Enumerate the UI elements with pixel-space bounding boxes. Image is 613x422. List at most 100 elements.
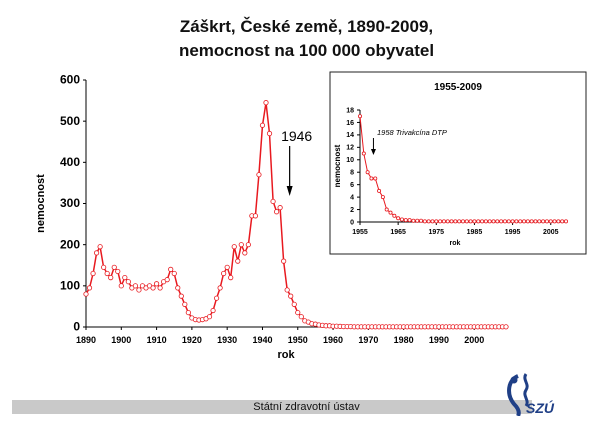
main-x-tick-label: 1960 xyxy=(323,335,343,345)
inset-data-point xyxy=(392,213,397,218)
inset-title: 1955-2009 xyxy=(434,82,482,93)
inset-frame xyxy=(329,71,587,255)
main-data-point xyxy=(182,301,188,307)
inset-data-point xyxy=(396,216,401,221)
inset-data-point xyxy=(407,218,412,223)
inset-data-point xyxy=(449,219,454,224)
main-data-point xyxy=(284,287,290,293)
inset-annotation-text: 1958 Trivakcína DTP xyxy=(377,128,447,137)
main-data-point xyxy=(108,274,114,281)
inset-data-point xyxy=(411,218,416,223)
main-data-point xyxy=(86,285,93,291)
inset-data-point xyxy=(453,219,458,224)
main-x-tick-label: 1940 xyxy=(252,335,272,345)
main-data-point xyxy=(235,258,241,264)
inset-data-point xyxy=(430,219,435,224)
inset-data-point xyxy=(510,219,515,224)
main-data-point xyxy=(217,285,223,291)
main-data-point xyxy=(221,270,227,277)
main-data-point xyxy=(185,309,191,316)
main-data-point xyxy=(266,130,273,137)
main-data-point xyxy=(256,172,262,178)
inset-y-tick-label: 16 xyxy=(346,120,354,127)
main-data-point xyxy=(238,242,244,248)
main-y-tick-label: 100 xyxy=(60,279,80,293)
main-y-tick-label: 300 xyxy=(60,196,80,210)
main-data-point xyxy=(213,295,220,301)
main-annotation-1946: 1946 xyxy=(281,128,312,144)
inset-data-point xyxy=(373,176,378,181)
main-data-point xyxy=(259,122,266,128)
inset-data-point xyxy=(445,219,450,224)
inset-data-point xyxy=(499,219,504,224)
main-data-point xyxy=(171,270,177,277)
main-data-point xyxy=(245,242,251,248)
inset-data-point xyxy=(502,219,507,224)
main-x-tick-label: 1900 xyxy=(111,335,131,345)
main-data-point xyxy=(242,250,248,256)
main-data-point xyxy=(503,324,509,330)
main-data-point xyxy=(270,198,276,205)
inset-data-point xyxy=(399,217,404,222)
inset-x-tick-label: 2005 xyxy=(543,229,559,236)
inset-data-point xyxy=(552,219,557,224)
inset-y-tick-label: 10 xyxy=(346,157,354,164)
inset-data-point xyxy=(460,219,465,224)
inset-data-point xyxy=(388,210,393,215)
inset-data-point xyxy=(480,219,485,224)
main-data-point xyxy=(125,279,131,285)
main-annotation-arrowhead xyxy=(286,186,293,196)
main-data-point xyxy=(118,283,124,289)
main-data-point xyxy=(295,309,301,316)
inset-data-point xyxy=(415,218,420,223)
inset-data-point xyxy=(537,219,542,224)
chart-subtitle: nemocnost na 100 000 obyvatel xyxy=(178,41,435,60)
inset-annotation-arrowhead xyxy=(370,149,376,155)
main-x-tick-label: 1920 xyxy=(182,335,202,345)
footer-bar xyxy=(12,400,532,414)
main-x-tick-label: 2000 xyxy=(464,335,484,345)
inset-x-tick-label: 1965 xyxy=(390,229,406,236)
inset-data-point xyxy=(525,219,530,224)
inset-y-tick-label: 4 xyxy=(350,194,354,201)
main-data-point xyxy=(83,291,89,297)
inset-data-point xyxy=(438,219,443,224)
main-data-point xyxy=(150,285,156,291)
inset-data-point xyxy=(369,176,374,181)
main-data-point xyxy=(104,270,110,277)
logo-text: SZÚ xyxy=(526,399,555,416)
main-x-tick-label: 1950 xyxy=(288,335,308,345)
inset-data-point xyxy=(544,219,549,224)
inset-data-point xyxy=(487,219,492,224)
inset-data-point xyxy=(377,188,382,193)
inset-data-point xyxy=(434,219,439,224)
inset-data-point xyxy=(361,151,366,156)
inset-data-point xyxy=(464,219,469,224)
inset-data-point xyxy=(541,219,546,224)
szu-logo-icon: SZÚ xyxy=(507,373,555,416)
inset-data-point xyxy=(426,219,431,224)
main-x-axis-label: rok xyxy=(277,349,295,361)
inset-data-point xyxy=(483,219,488,224)
main-data-point xyxy=(298,314,304,320)
main-y-tick-label: 400 xyxy=(60,155,80,169)
main-data-point xyxy=(206,314,213,320)
main-x-tick-label: 1930 xyxy=(217,335,237,345)
inset-x-tick-label: 1985 xyxy=(467,229,483,236)
main-data-point xyxy=(210,307,216,314)
inset-data-point xyxy=(491,219,496,224)
main-data-point xyxy=(231,244,237,250)
main-data-point xyxy=(178,293,184,299)
inset-data-point xyxy=(357,114,362,119)
inset-data-point xyxy=(472,219,477,224)
inset-data-point xyxy=(556,219,561,224)
inset-data-point xyxy=(403,218,408,223)
main-data-point xyxy=(101,264,107,270)
main-x-tick-label: 1890 xyxy=(76,335,96,345)
footer-text: Státní zdravotní ústav xyxy=(253,401,360,413)
main-y-tick-label: 600 xyxy=(60,73,80,87)
main-data-point xyxy=(291,301,297,307)
inset-y-tick-label: 18 xyxy=(346,107,354,114)
